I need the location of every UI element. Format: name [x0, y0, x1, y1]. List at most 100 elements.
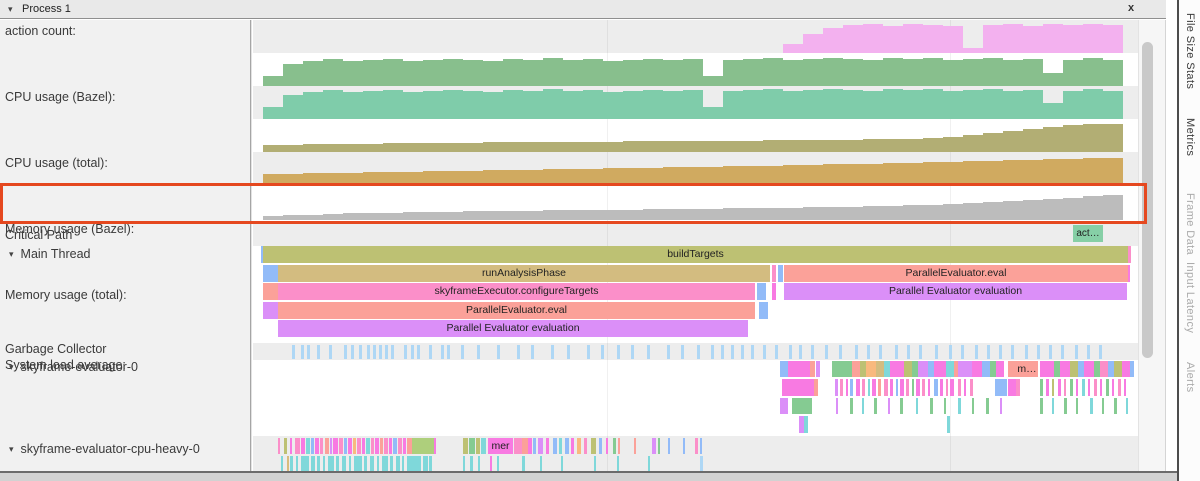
- skyframe-evaluator-0-event[interactable]: [1122, 360, 1130, 377]
- skyframe-evaluator-0-event[interactable]: [868, 379, 870, 396]
- skyframe-evaluator-0-event[interactable]: [900, 379, 904, 396]
- skyframe-evaluator-cpu-heavy-0-event[interactable]: [533, 437, 536, 454]
- skyframe-evaluator-cpu-heavy-0-event[interactable]: [559, 437, 562, 454]
- skyframe-evaluator-cpu-heavy-0-event[interactable]: [478, 455, 480, 472]
- skyframe-evaluator-cpu-heavy-0-event[interactable]: [336, 455, 339, 472]
- tab-alerts[interactable]: Alerts: [1184, 362, 1196, 393]
- skyframe-evaluator-0-event[interactable]: [846, 379, 848, 396]
- main-thread-event[interactable]: [757, 283, 766, 300]
- skyframe-evaluator-cpu-heavy-0-event[interactable]: [561, 455, 563, 472]
- skyframe-evaluator-0-event[interactable]: [860, 360, 866, 377]
- skyframe-evaluator-0-event[interactable]: [922, 379, 925, 396]
- skyframe-evaluator-cpu-heavy-0-event[interactable]: [617, 455, 619, 472]
- skyframe-evaluator-0-event[interactable]: [850, 379, 853, 396]
- skyframe-evaluator-cpu-heavy-0-event[interactable]: [364, 455, 367, 472]
- skyframe-evaluator-cpu-heavy-0-event[interactable]: [328, 455, 334, 472]
- skyframe-evaluator-cpu-heavy-0-event[interactable]: [349, 455, 351, 472]
- skyframe-evaluator-cpu-heavy-0-event[interactable]: [648, 455, 650, 472]
- collapse-arrow-icon[interactable]: ▾: [9, 362, 14, 372]
- skyframe-evaluator-cpu-heavy-0-event[interactable]: [380, 437, 383, 454]
- skyframe-evaluator-0-event[interactable]: [792, 397, 812, 414]
- gc-event-tick[interactable]: [359, 345, 362, 359]
- skyframe-evaluator-cpu-heavy-0-event[interactable]: [353, 437, 356, 454]
- skyframe-evaluator-0-event[interactable]: [964, 379, 966, 396]
- gc-event-tick[interactable]: [379, 345, 382, 359]
- gc-event-tick[interactable]: [567, 345, 570, 359]
- gc-event-tick[interactable]: [907, 345, 910, 359]
- skyframe-evaluator-cpu-heavy-0-event[interactable]: [290, 455, 293, 472]
- skyframe-evaluator-0-event[interactable]: [862, 379, 865, 396]
- skyframe-evaluator-0-event[interactable]: [982, 360, 990, 377]
- skyframe-evaluator-cpu-heavy-0-event[interactable]: [434, 437, 436, 454]
- gc-event-tick[interactable]: [681, 345, 684, 359]
- gc-event-tick[interactable]: [1061, 345, 1064, 359]
- main-thread-event[interactable]: [263, 283, 278, 300]
- tab-input-latency[interactable]: Input Latency: [1184, 262, 1196, 334]
- skyframe-evaluator-cpu-heavy-0-event[interactable]: [497, 455, 499, 472]
- skyframe-evaluator-0-event[interactable]: [856, 379, 860, 396]
- skyframe-evaluator-cpu-heavy-0-event[interactable]: [390, 455, 393, 472]
- skyframe-evaluator-0-event[interactable]: [916, 379, 920, 396]
- main-thread-event[interactable]: [263, 301, 278, 319]
- process-header[interactable]: ▾ Process 1 x: [0, 0, 1166, 19]
- gc-event-tick[interactable]: [697, 345, 700, 359]
- skyframe-evaluator-0-event[interactable]: [934, 360, 946, 377]
- skyframe-evaluator-0-event[interactable]: [1108, 360, 1114, 377]
- main-thread-event[interactable]: [1128, 264, 1130, 282]
- skyframe-evaluator-cpu-heavy-0-event[interactable]: [396, 455, 400, 472]
- skyframe-evaluator-0-event[interactable]: [835, 379, 838, 396]
- gc-event-tick[interactable]: [531, 345, 534, 359]
- gc-event-tick[interactable]: [411, 345, 414, 359]
- skyframe-evaluator-0-event[interactable]: [1102, 397, 1104, 414]
- gc-event-tick[interactable]: [447, 345, 450, 359]
- skyframe-evaluator-0-event[interactable]: [958, 379, 961, 396]
- skyframe-evaluator-cpu-heavy-0-event[interactable]: [362, 437, 365, 454]
- gc-event-tick[interactable]: [301, 345, 304, 359]
- skyframe-evaluator-cpu-heavy-0-event[interactable]: [389, 437, 392, 454]
- gc-event-tick[interactable]: [975, 345, 978, 359]
- skyframe-evaluator-0-event[interactable]: [928, 360, 934, 377]
- gc-event-tick[interactable]: [517, 345, 520, 359]
- skyframe-evaluator-0-event[interactable]: [990, 360, 996, 377]
- skyframe-evaluator-0-event[interactable]: [850, 397, 853, 414]
- skyframe-evaluator-cpu-heavy-0-event[interactable]: [565, 437, 569, 454]
- skyframe-evaluator-cpu-heavy-0-event[interactable]: [463, 455, 465, 472]
- gc-event-tick[interactable]: [1099, 345, 1102, 359]
- skyframe-evaluator-cpu-heavy-0-event[interactable]: [599, 437, 602, 454]
- main-thread-event[interactable]: [261, 246, 263, 263]
- track-label-main-thread[interactable]: ▾ Main Thread: [9, 247, 90, 261]
- gc-event-tick[interactable]: [1075, 345, 1078, 359]
- skyframe-evaluator-0-event[interactable]: [940, 379, 943, 396]
- skyframe-evaluator-cpu-heavy-0-event[interactable]: [695, 437, 698, 454]
- skyframe-evaluator-0-event[interactable]: [836, 397, 838, 414]
- gc-event-tick[interactable]: [867, 345, 870, 359]
- skyframe-evaluator-cpu-heavy-0-event[interactable]: [320, 437, 323, 454]
- skyframe-evaluator-0-event[interactable]: [1000, 397, 1002, 414]
- skyframe-evaluator-0-event[interactable]: [947, 416, 950, 433]
- gc-event-tick[interactable]: [385, 345, 388, 359]
- gc-event-tick[interactable]: [373, 345, 376, 359]
- skyframe-evaluator-cpu-heavy-0-event[interactable]: [584, 437, 587, 454]
- gc-event-tick[interactable]: [441, 345, 444, 359]
- gc-event-tick[interactable]: [667, 345, 670, 359]
- skyframe-evaluator-cpu-heavy-0-event[interactable]: [311, 455, 315, 472]
- gc-event-tick[interactable]: [895, 345, 898, 359]
- skyframe-evaluator-0-event[interactable]: [866, 360, 876, 377]
- skyframe-evaluator-0-event[interactable]: [840, 379, 843, 396]
- gc-event-tick[interactable]: [935, 345, 938, 359]
- gc-event-tick[interactable]: [351, 345, 354, 359]
- track-label-skyframe-evaluator-0[interactable]: ▾ skyframe-evaluator-0: [9, 360, 138, 374]
- skyframe-evaluator-0-event[interactable]: [1064, 397, 1067, 414]
- gc-event-tick[interactable]: [1037, 345, 1040, 359]
- skyframe-evaluator-cpu-heavy-0-event[interactable]: [546, 437, 549, 454]
- gc-event-tick[interactable]: [631, 345, 634, 359]
- skyframe-evaluator-0-event[interactable]: [810, 360, 815, 377]
- skyframe-evaluator-0-event[interactable]: [1130, 360, 1134, 377]
- skyframe-evaluator-0-event[interactable]: [906, 379, 909, 396]
- skyframe-evaluator-cpu-heavy-0-event[interactable]: [514, 437, 522, 454]
- skyframe-evaluator-cpu-heavy-0-event[interactable]: [522, 437, 528, 454]
- skyframe-evaluator-0-event[interactable]: [1060, 360, 1070, 377]
- skyframe-evaluator-0-event[interactable]: [1058, 379, 1061, 396]
- skyframe-evaluator-cpu-heavy-0-event[interactable]: [295, 437, 300, 454]
- collapse-arrow-icon[interactable]: ▾: [9, 444, 14, 454]
